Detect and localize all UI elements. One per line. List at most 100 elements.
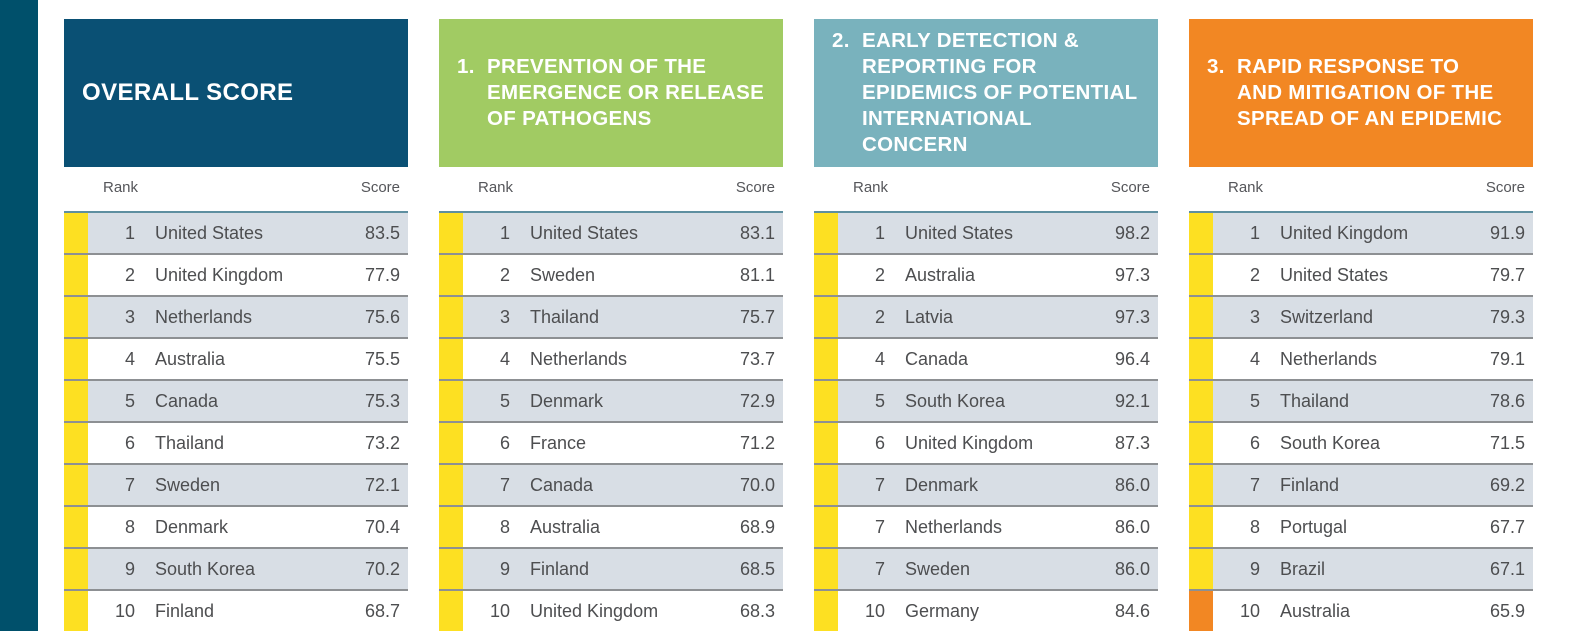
country-cell: Australia bbox=[1280, 600, 1351, 621]
score-cell: 65.9 bbox=[1489, 600, 1525, 621]
column-labels: Rank Score bbox=[64, 179, 408, 199]
score-cell: 72.1 bbox=[364, 474, 400, 495]
country-cell: South Korea bbox=[155, 558, 256, 579]
score-label: Score bbox=[735, 179, 775, 196]
country-cell: Australia bbox=[155, 348, 226, 369]
table-row: 1 United States 98.2 bbox=[814, 211, 1158, 253]
score-cell: 72.9 bbox=[739, 390, 775, 411]
row-marker-yellow bbox=[814, 381, 838, 421]
table-row: 8 Denmark 70.4 bbox=[64, 505, 408, 547]
table-row: 5 South Korea 92.1 bbox=[814, 379, 1158, 421]
row-marker-yellow bbox=[814, 591, 838, 631]
rank-cell: 10 bbox=[864, 600, 885, 621]
score-cell: 92.1 bbox=[1114, 390, 1150, 411]
score-cell: 79.7 bbox=[1489, 264, 1525, 285]
country-cell: United States bbox=[1280, 264, 1389, 285]
rank-cell: 6 bbox=[499, 432, 510, 453]
row-content: 2 United Kingdom 77.9 bbox=[88, 255, 408, 295]
row-content: 6 United Kingdom 87.3 bbox=[838, 423, 1158, 463]
table-row: 6 United Kingdom 87.3 bbox=[814, 421, 1158, 463]
row-content: 7 Sweden 86.0 bbox=[838, 549, 1158, 589]
row-marker-yellow bbox=[439, 255, 463, 295]
row-content: 1 United States 83.1 bbox=[463, 213, 783, 253]
country-cell: Netherlands bbox=[155, 306, 253, 327]
score-cell: 78.6 bbox=[1489, 390, 1525, 411]
table-row: 6 South Korea 71.5 bbox=[1189, 421, 1533, 463]
table-row: 5 Canada 75.3 bbox=[64, 379, 408, 421]
row-content: 10 United Kingdom 68.3 bbox=[463, 591, 783, 631]
row-content: 1 United States 83.5 bbox=[88, 213, 408, 253]
row-marker-yellow bbox=[1189, 465, 1213, 505]
rank-cell: 3 bbox=[499, 306, 510, 327]
score-cell: 68.9 bbox=[739, 516, 775, 537]
rank-cell: 2 bbox=[124, 264, 135, 285]
rows-overall-score: 1 United States 83.5 2 United Kingdom 77.9 3 Ne… bbox=[64, 211, 408, 631]
score-cell: 84.6 bbox=[1114, 600, 1150, 621]
score-cell: 79.1 bbox=[1489, 348, 1525, 369]
table-row: 10 United Kingdom 68.3 bbox=[439, 589, 783, 631]
table-row: 4 Canada 96.4 bbox=[814, 337, 1158, 379]
score-cell: 67.1 bbox=[1489, 558, 1525, 579]
rank-cell: 5 bbox=[124, 390, 135, 411]
row-marker-yellow bbox=[1189, 213, 1213, 253]
rows-rapid-response: 1 United Kingdom 91.9 2 United States 79.7 3 Sw… bbox=[1189, 211, 1533, 631]
rank-cell: 4 bbox=[874, 348, 885, 369]
rank-cell: 4 bbox=[1249, 348, 1260, 369]
rank-cell: 5 bbox=[1249, 390, 1260, 411]
row-marker-yellow bbox=[1189, 255, 1213, 295]
table-row: 8 Australia 68.9 bbox=[439, 505, 783, 547]
country-cell: South Korea bbox=[1280, 432, 1381, 453]
country-cell: United Kingdom bbox=[530, 600, 659, 621]
table-row: 2 United Kingdom 77.9 bbox=[64, 253, 408, 295]
row-content: 4 Australia 75.5 bbox=[88, 339, 408, 379]
row-content: 3 Switzerland 79.3 bbox=[1213, 297, 1533, 337]
row-content: 1 United Kingdom 91.9 bbox=[1213, 213, 1533, 253]
rank-cell: 4 bbox=[124, 348, 135, 369]
rank-cell: 7 bbox=[1249, 474, 1260, 495]
row-marker-yellow bbox=[814, 465, 838, 505]
country-cell: Canada bbox=[905, 348, 969, 369]
row-marker-yellow bbox=[1189, 549, 1213, 589]
rank-cell: 8 bbox=[1249, 516, 1260, 537]
table-rapid-response: 3. RAPID RESPONSE TO AND MITIGATION OF T… bbox=[1189, 19, 1533, 631]
row-content: 5 Thailand 78.6 bbox=[1213, 381, 1533, 421]
header-title: OVERALL SCORE bbox=[82, 79, 294, 106]
rank-cell: 3 bbox=[124, 306, 135, 327]
score-cell: 91.9 bbox=[1489, 222, 1525, 243]
rank-cell: 6 bbox=[874, 432, 885, 453]
row-marker-yellow bbox=[1189, 507, 1213, 547]
header-number: 2. bbox=[832, 29, 850, 52]
score-cell: 81.1 bbox=[739, 264, 775, 285]
rank-cell: 5 bbox=[499, 390, 510, 411]
rank-cell: 8 bbox=[124, 516, 135, 537]
score-cell: 73.7 bbox=[739, 348, 775, 369]
country-cell: United States bbox=[155, 222, 264, 243]
score-cell: 68.3 bbox=[739, 600, 775, 621]
score-cell: 79.3 bbox=[1489, 306, 1525, 327]
table-row: 3 Switzerland 79.3 bbox=[1189, 295, 1533, 337]
row-marker-yellow bbox=[64, 213, 88, 253]
table-row: 4 Netherlands 73.7 bbox=[439, 337, 783, 379]
rank-cell: 9 bbox=[124, 558, 135, 579]
country-cell: Finland bbox=[155, 600, 215, 621]
rank-cell: 10 bbox=[114, 600, 135, 621]
category-header-prevention: 1. PREVENTION OF THE EMERGENCE OR RELEAS… bbox=[439, 19, 783, 167]
country-cell: Thailand bbox=[530, 306, 600, 327]
score-cell: 86.0 bbox=[1114, 474, 1150, 495]
row-content: 6 Thailand 73.2 bbox=[88, 423, 408, 463]
table-row: 7 Netherlands 86.0 bbox=[814, 505, 1158, 547]
rank-cell: 10 bbox=[1239, 600, 1260, 621]
row-content: 7 Sweden 72.1 bbox=[88, 465, 408, 505]
score-cell: 83.5 bbox=[364, 222, 400, 243]
column-labels: Rank Score bbox=[439, 179, 783, 199]
table-row: 2 Australia 97.3 bbox=[814, 253, 1158, 295]
table-row: 7 Canada 70.0 bbox=[439, 463, 783, 505]
rank-cell: 8 bbox=[499, 516, 510, 537]
country-cell: Portugal bbox=[1280, 516, 1348, 537]
row-content: 9 South Korea 70.2 bbox=[88, 549, 408, 589]
row-content: 7 Canada 70.0 bbox=[463, 465, 783, 505]
country-cell: Denmark bbox=[530, 390, 604, 411]
header-inner: 1. PREVENTION OF THE EMERGENCE OR RELEAS… bbox=[457, 54, 764, 132]
row-content: 5 Denmark 72.9 bbox=[463, 381, 783, 421]
row-content: 2 Sweden 81.1 bbox=[463, 255, 783, 295]
